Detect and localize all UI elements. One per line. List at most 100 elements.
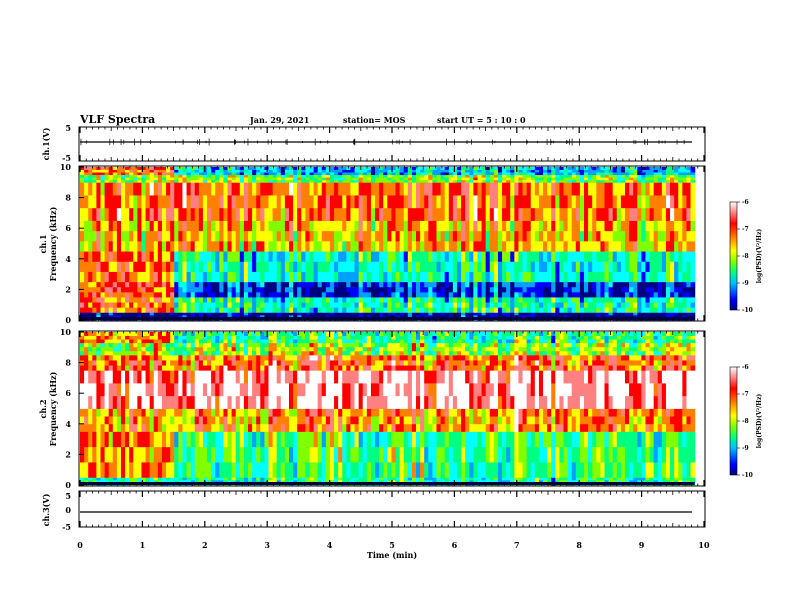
spectrogram-cell	[273, 182, 278, 195]
spectrogram-cell	[285, 462, 290, 478]
spectrogram-cell	[207, 336, 212, 340]
spectrogram-cell	[314, 416, 319, 424]
spectrogram-cell	[465, 287, 470, 293]
spectrogram-cell	[244, 347, 249, 351]
spectrogram-cell	[236, 170, 241, 173]
spectrogram-cell	[691, 261, 696, 272]
spectrogram-cell	[84, 241, 89, 252]
spectrogram-cell	[92, 370, 97, 383]
spectrogram-cell	[428, 282, 433, 288]
spectrogram-cell	[187, 221, 192, 232]
spectrogram-cell	[654, 251, 659, 262]
spectrogram-cell	[166, 208, 171, 221]
spectrogram-cell	[498, 312, 503, 315]
spectrogram-cell	[490, 292, 495, 298]
spectrogram-cell	[326, 365, 331, 371]
spectrogram-cell	[580, 272, 585, 283]
spectrogram-cell	[498, 170, 503, 173]
spectrogram-cell	[691, 221, 696, 232]
spectrogram-cell	[100, 360, 105, 366]
spectrogram-cell	[412, 221, 417, 232]
spectrogram-cell	[420, 261, 425, 272]
spectrogram-cell	[109, 175, 114, 178]
spectrogram-cell	[506, 251, 511, 262]
spectrogram-cell	[625, 177, 630, 180]
spectrogram-cell	[531, 177, 536, 180]
spectrogram-cell	[691, 182, 696, 195]
spectrogram-cell	[137, 447, 142, 463]
spectrogram-cell	[666, 208, 671, 221]
spectrogram-cell	[141, 416, 146, 424]
spectrogram-cell	[670, 261, 675, 272]
spectrogram-cell	[428, 292, 433, 298]
spectrogram-cell	[334, 251, 339, 262]
spectrogram-cell	[228, 241, 233, 252]
spectrogram-cell	[318, 347, 323, 351]
spectrogram-cell	[244, 351, 249, 355]
spectrogram-cell	[117, 195, 122, 208]
spectrogram-cell	[281, 447, 286, 463]
spectrogram-cell	[494, 182, 499, 195]
spectrogram-cell	[195, 170, 200, 173]
spectrogram-cell	[412, 302, 417, 308]
spectrogram-cell	[518, 195, 523, 208]
spectrogram-cell	[207, 251, 212, 262]
spectrogram-cell	[559, 241, 564, 252]
spectrogram-cell	[338, 251, 343, 262]
spectrogram-cell	[174, 332, 179, 336]
spectrogram-cell	[199, 416, 204, 424]
spectrogram-cell	[621, 221, 626, 232]
spectrogram-cell	[154, 355, 159, 361]
spectrogram-cell	[277, 409, 282, 417]
spectrogram-cell	[248, 175, 253, 178]
spectrogram-cell	[121, 409, 126, 417]
spectrogram-cell	[322, 339, 327, 343]
spectrogram-cell	[379, 172, 384, 175]
spectrogram-cell	[600, 292, 605, 298]
spectrogram-cell	[170, 208, 175, 221]
spectrogram-cell	[584, 292, 589, 298]
spectrogram-cell	[199, 241, 204, 252]
spectrogram-cell	[641, 297, 646, 303]
spectrogram-cell	[203, 272, 208, 283]
spectrogram-cell	[289, 351, 294, 355]
spectrogram-cell	[678, 170, 683, 173]
spectrogram-cell	[264, 365, 269, 371]
spectrogram-cell	[412, 177, 417, 180]
spectrogram-cell	[244, 424, 249, 432]
spectrogram-cell	[654, 170, 659, 173]
spectrogram-cell	[203, 370, 208, 383]
spectrogram-cell	[182, 195, 187, 208]
spectrogram-cell	[584, 208, 589, 221]
spectrogram-cell	[645, 231, 650, 242]
spectrogram-cell	[535, 297, 540, 303]
ch1-wave-ytick-top: 5	[65, 123, 71, 133]
spectrogram-cell	[445, 251, 450, 262]
spectrogram-cell	[514, 261, 519, 272]
spectrogram-cell	[543, 182, 548, 195]
spectrogram-cell	[600, 180, 605, 183]
spectrogram-cell	[330, 312, 335, 315]
spectrogram-cell	[117, 383, 122, 396]
spectrogram-cell	[404, 221, 409, 232]
spectrogram-cell	[195, 355, 200, 361]
spectrogram-cell	[461, 175, 466, 178]
spectrogram-cell	[211, 447, 216, 463]
spectrogram-cell	[150, 351, 155, 355]
spectrogram-cell	[223, 221, 228, 232]
spectrogram-cell	[383, 282, 388, 288]
spectrogram-cell	[187, 302, 192, 308]
spectrogram-cell	[428, 221, 433, 232]
spectrogram-cell	[80, 370, 85, 383]
spectrogram-cell	[260, 241, 265, 252]
spectrogram-cell	[400, 251, 405, 262]
spectrogram-cell	[613, 302, 618, 308]
spectrogram-cell	[326, 175, 331, 178]
spectrogram-cell	[215, 251, 220, 262]
spectrogram-cell	[600, 195, 605, 208]
spectrogram-cell	[244, 287, 249, 293]
spectrogram-cell	[228, 343, 233, 347]
spectrogram-cell	[568, 287, 573, 293]
spectrogram-cell	[363, 175, 368, 178]
spectrogram-cell	[441, 307, 446, 313]
